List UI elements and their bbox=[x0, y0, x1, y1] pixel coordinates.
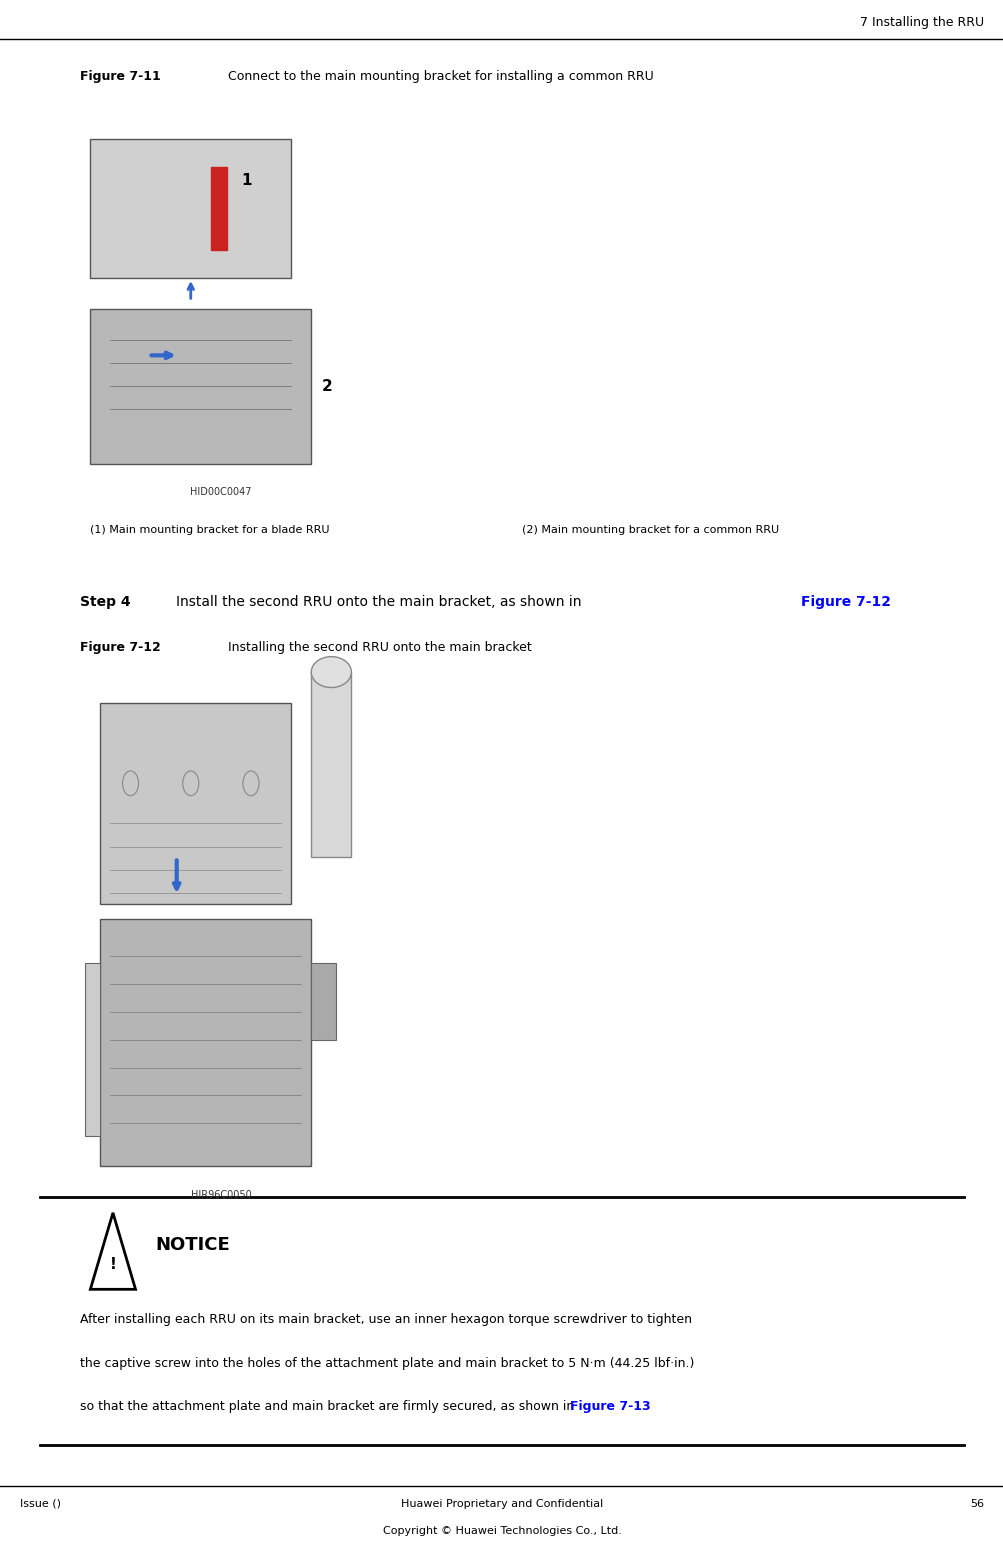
Text: Huawei Proprietary and Confidential: Huawei Proprietary and Confidential bbox=[400, 1499, 603, 1508]
Text: HID00C0047: HID00C0047 bbox=[190, 487, 252, 496]
Text: After installing each RRU on its main bracket, use an inner hexagon torque screw: After installing each RRU on its main br… bbox=[80, 1313, 692, 1326]
Text: Issue (): Issue () bbox=[20, 1499, 61, 1508]
Text: .: . bbox=[885, 595, 889, 609]
Text: Install the second RRU onto the main bracket, as shown in: Install the second RRU onto the main bra… bbox=[176, 595, 585, 609]
Text: HIR96C0050: HIR96C0050 bbox=[191, 1190, 251, 1199]
Text: Figure 7-12: Figure 7-12 bbox=[800, 595, 891, 609]
Text: 7 Installing the RRU: 7 Installing the RRU bbox=[859, 17, 983, 29]
FancyBboxPatch shape bbox=[90, 309, 311, 464]
FancyBboxPatch shape bbox=[100, 919, 311, 1166]
Text: Figure 7-12: Figure 7-12 bbox=[80, 641, 160, 654]
Text: Figure 7-11: Figure 7-11 bbox=[80, 70, 160, 82]
Text: the captive screw into the holes of the attachment plate and main bracket to 5 N: the captive screw into the holes of the … bbox=[80, 1357, 694, 1369]
Text: Copyright © Huawei Technologies Co., Ltd.: Copyright © Huawei Technologies Co., Ltd… bbox=[382, 1526, 621, 1536]
FancyBboxPatch shape bbox=[100, 703, 291, 904]
Text: NOTICE: NOTICE bbox=[155, 1236, 230, 1255]
Text: 2: 2 bbox=[321, 379, 332, 394]
Text: 56: 56 bbox=[969, 1499, 983, 1508]
Text: !: ! bbox=[109, 1258, 116, 1273]
Text: (2) Main mounting bracket for a common RRU: (2) Main mounting bracket for a common R… bbox=[522, 525, 778, 535]
FancyBboxPatch shape bbox=[85, 963, 100, 1136]
Text: 1: 1 bbox=[241, 173, 251, 188]
Bar bbox=[211, 167, 227, 250]
FancyBboxPatch shape bbox=[90, 139, 291, 278]
Text: (1) Main mounting bracket for a blade RRU: (1) Main mounting bracket for a blade RR… bbox=[90, 525, 330, 535]
FancyBboxPatch shape bbox=[311, 963, 336, 1040]
Ellipse shape bbox=[311, 657, 351, 688]
Text: so that the attachment plate and main bracket are firmly secured, as shown in: so that the attachment plate and main br… bbox=[80, 1400, 578, 1412]
Text: Step 4: Step 4 bbox=[80, 595, 130, 609]
Text: Figure 7-13: Figure 7-13 bbox=[570, 1400, 650, 1412]
FancyBboxPatch shape bbox=[311, 672, 351, 857]
Polygon shape bbox=[90, 1213, 135, 1289]
Text: Connect to the main mounting bracket for installing a common RRU: Connect to the main mounting bracket for… bbox=[224, 70, 653, 82]
Text: Installing the second RRU onto the main bracket: Installing the second RRU onto the main … bbox=[224, 641, 532, 654]
